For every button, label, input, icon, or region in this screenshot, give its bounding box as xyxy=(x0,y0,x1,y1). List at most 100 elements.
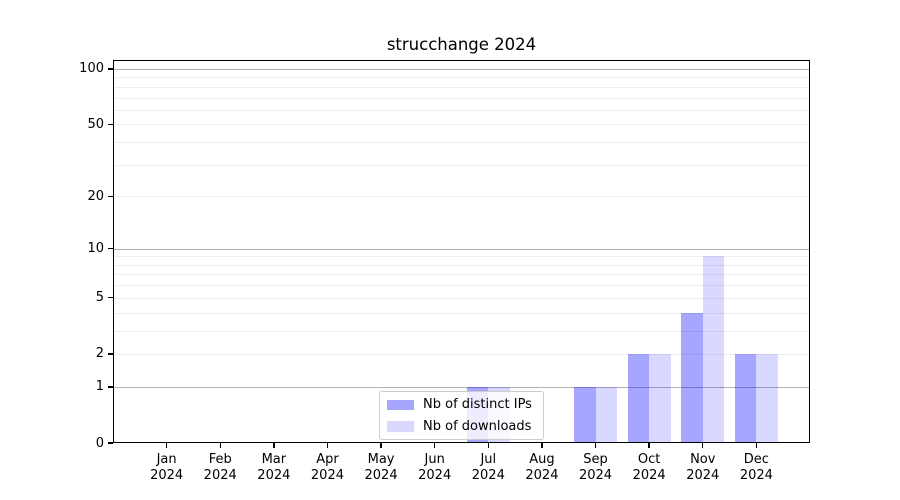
major-gridline xyxy=(113,386,810,388)
y-tick-label: 50 xyxy=(87,116,104,132)
x-tick-label: Dec 2024 xyxy=(724,452,788,483)
y-tick-mark xyxy=(108,195,113,197)
legend-item: Nb of distinct IPs xyxy=(387,396,536,414)
x-tick-year: 2024 xyxy=(739,467,773,483)
x-tick-month: Apr xyxy=(316,452,339,467)
bar-nov-downloads xyxy=(702,256,725,443)
x-tick-month: Aug xyxy=(529,452,555,467)
y-tick-label: 0 xyxy=(95,435,104,451)
y-tick-mark xyxy=(108,442,113,444)
bar-sep-downloads xyxy=(595,386,617,443)
y-tick-label: 20 xyxy=(87,188,104,204)
major-gridline xyxy=(113,248,810,250)
chart-title: strucchange 2024 xyxy=(386,35,537,54)
minor-gridline xyxy=(113,97,810,99)
minor-gridline xyxy=(113,274,810,276)
bar-dec-downloads xyxy=(756,353,778,443)
minor-gridline xyxy=(113,256,810,258)
legend-swatch xyxy=(387,399,414,410)
x-tick-month: Jul xyxy=(480,452,497,467)
x-tick-month: Jan xyxy=(156,452,177,467)
x-tick-year: 2024 xyxy=(150,467,184,483)
x-tick-month: Mar xyxy=(261,452,287,467)
minor-gridline xyxy=(113,109,810,111)
x-tick-mark xyxy=(702,443,704,448)
y-tick-mark xyxy=(108,247,113,250)
y-tick-mark xyxy=(108,386,113,388)
x-tick-label: Jun 2024 xyxy=(403,452,467,483)
x-tick-mark xyxy=(326,443,329,448)
x-tick-mark xyxy=(755,443,758,448)
bar-nov-ips xyxy=(681,312,703,443)
x-tick-month: Feb xyxy=(208,452,232,467)
x-tick-label: Nov 2024 xyxy=(671,452,735,483)
major-gridline xyxy=(113,68,810,70)
minor-gridline xyxy=(113,285,810,287)
x-tick-mark xyxy=(273,443,275,448)
x-tick-mark xyxy=(594,443,597,448)
y-tick-mark xyxy=(108,123,113,126)
x-tick-label: May 2024 xyxy=(349,452,413,483)
minor-gridline xyxy=(113,196,810,198)
x-tick-mark xyxy=(380,443,382,448)
x-tick-mark xyxy=(487,443,489,448)
x-tick-label: Oct 2024 xyxy=(617,452,681,483)
x-tick-mark xyxy=(165,443,168,448)
x-tick-mark xyxy=(648,443,650,448)
y-tick-label: 10 xyxy=(87,241,104,257)
bar-oct-downloads xyxy=(649,353,671,443)
x-tick-year: 2024 xyxy=(364,467,398,483)
y-tick-label: 100 xyxy=(79,61,104,77)
x-tick-label: Jul 2024 xyxy=(456,452,520,483)
legend: Nb of distinct IPs Nb of downloads xyxy=(379,391,544,440)
legend-label: Nb of distinct IPs xyxy=(423,397,532,413)
minor-gridline xyxy=(113,353,810,355)
x-tick-year: 2024 xyxy=(632,467,666,483)
minor-gridline xyxy=(113,124,810,126)
bar-oct-ips xyxy=(627,353,650,443)
x-tick-mark xyxy=(433,443,436,448)
plot-area: 0 1 2 5 10 20 50 100 Jan 2024 Feb 2024 Mar 2024 Apr 202… xyxy=(79,60,810,483)
x-tick-month: Oct xyxy=(637,452,661,467)
x-tick-year: 2024 xyxy=(257,467,291,483)
minor-gridline xyxy=(113,297,810,299)
y-tick-label: 2 xyxy=(95,346,104,362)
x-tick-label: Aug 2024 xyxy=(510,452,574,483)
y-tick-label: 1 xyxy=(95,379,104,395)
x-tick-month: Dec xyxy=(743,452,769,467)
minor-gridline xyxy=(113,164,810,166)
x-tick-label: Mar 2024 xyxy=(242,452,306,483)
x-tick-label: Sep 2024 xyxy=(564,452,628,483)
y-tick-mark xyxy=(108,353,113,355)
x-tick-label: Apr 2024 xyxy=(295,452,359,483)
x-tick-month: Nov xyxy=(690,452,716,467)
x-tick-year: 2024 xyxy=(418,467,452,483)
legend-item: Nb of downloads xyxy=(387,418,536,436)
x-tick-year: 2024 xyxy=(203,467,237,483)
x-tick-month: Jun xyxy=(424,452,445,467)
x-tick-label: Feb 2024 xyxy=(188,452,252,483)
x-tick-label: Jan 2024 xyxy=(135,452,199,483)
x-tick-year: 2024 xyxy=(310,467,344,483)
minor-gridline xyxy=(113,77,810,79)
bar-dec-ips xyxy=(734,353,757,443)
x-tick-year: 2024 xyxy=(471,467,505,483)
x-tick-year: 2024 xyxy=(686,467,720,483)
minor-gridline xyxy=(113,312,810,314)
x-tick-year: 2024 xyxy=(525,467,559,483)
x-tick-mark xyxy=(219,443,221,448)
x-tick-mark xyxy=(541,443,543,448)
bar-sep-ips xyxy=(574,386,596,443)
x-tick-year: 2024 xyxy=(578,467,613,483)
y-tick-label: 5 xyxy=(95,290,104,306)
legend-label: Nb of downloads xyxy=(423,418,532,434)
x-tick-month: Sep xyxy=(583,452,608,467)
minor-gridline xyxy=(113,86,810,88)
minor-gridline xyxy=(113,330,810,332)
minor-gridline xyxy=(113,142,810,144)
y-tick-mark xyxy=(108,68,113,70)
x-tick-month: May xyxy=(367,452,395,467)
legend-swatch xyxy=(387,421,414,432)
minor-gridline xyxy=(113,264,810,266)
